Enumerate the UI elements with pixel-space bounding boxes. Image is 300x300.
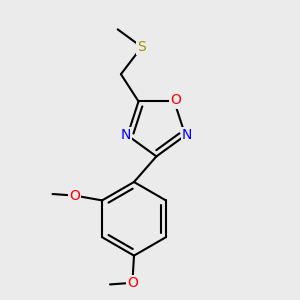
Text: O: O (170, 93, 181, 107)
Text: N: N (121, 128, 131, 142)
Text: O: O (70, 189, 80, 202)
Text: N: N (182, 128, 192, 142)
Text: O: O (127, 276, 138, 290)
Text: S: S (137, 40, 146, 54)
